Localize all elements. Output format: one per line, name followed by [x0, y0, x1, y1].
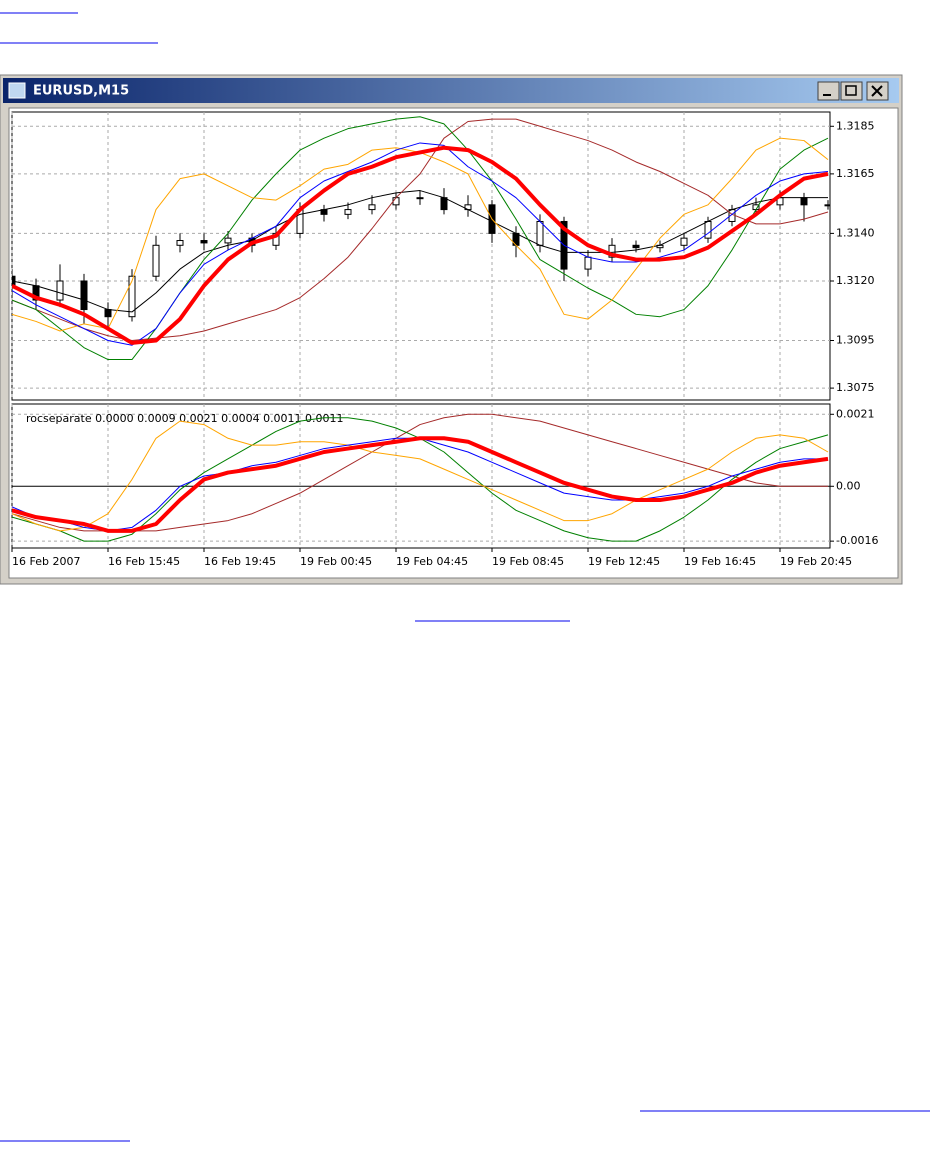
window-icon [8, 82, 26, 99]
indicator-line [12, 413, 828, 532]
series-group [12, 413, 829, 542]
y-tick-label: 1.3120 [836, 274, 875, 287]
series-group [12, 116, 830, 361]
candle-body [104, 309, 112, 318]
candle-body [440, 197, 448, 211]
candle-body [800, 197, 808, 206]
candle-body [536, 220, 544, 246]
candle-body [584, 256, 592, 270]
candle-body [392, 197, 400, 206]
y-tick-label: 0.00 [836, 479, 861, 492]
x-tick-label: 16 Feb 19:45 [204, 555, 276, 568]
indicator-line [12, 142, 829, 346]
indicator-line [12, 145, 829, 345]
chart-area [8, 107, 899, 579]
candle-body [608, 244, 616, 258]
candle-body [824, 204, 830, 207]
y-tick-label: 1.3165 [836, 167, 875, 180]
maximize-glyph [845, 85, 857, 96]
window-buttons [817, 81, 889, 101]
y-tick-label: 1.3185 [836, 119, 875, 132]
candle-body [344, 209, 352, 215]
x-tick-label: 19 Feb 20:45 [780, 555, 852, 568]
candle-body [704, 220, 712, 239]
y-tick-label: -0.0016 [836, 534, 878, 547]
candle-body [200, 240, 208, 244]
x-tick-label: 16 Feb 2007 [12, 555, 80, 568]
x-tick-label: 19 Feb 12:45 [588, 555, 660, 568]
y-tick-label: 1.3095 [836, 333, 875, 346]
candle-body [632, 244, 640, 249]
y-tick-label: 1.3140 [836, 226, 875, 239]
minimize-button[interactable] [817, 81, 840, 101]
candle-body [416, 197, 424, 200]
indicator-line [12, 436, 829, 533]
candle-body [128, 275, 136, 318]
close-glyph [871, 85, 883, 97]
x-tick-label: 16 Feb 15:45 [108, 555, 180, 568]
title-bar [3, 78, 899, 103]
y-tick-label: 1.3075 [836, 381, 875, 394]
candle-body [176, 240, 184, 246]
y-tick-label: 0.0021 [836, 407, 875, 420]
candle-body [368, 204, 376, 211]
x-tick-label: 19 Feb 00:45 [300, 555, 372, 568]
plot: 1.3185 1.3165 1.3140 1.3120 1.3095 1.3075 0.00… [11, 111, 878, 568]
x-tick-label: 19 Feb 08:45 [492, 555, 564, 568]
candle-body [680, 237, 688, 246]
candle-body [56, 280, 64, 301]
candle-body [224, 237, 232, 244]
candle-body [152, 244, 160, 277]
indicator-label: rocseparate 0.0000 0.0009 0.0021 0.0004 … [26, 412, 344, 425]
window-title: EURUSD,M15 [33, 84, 129, 99]
indicator-line [12, 116, 829, 361]
x-tick-label: 19 Feb 04:45 [396, 555, 468, 568]
maximize-button[interactable] [840, 81, 863, 101]
candle-body [80, 280, 88, 311]
indicator-line [12, 420, 829, 532]
indicator-line [12, 190, 828, 313]
x-tick-label: 19 Feb 16:45 [684, 555, 756, 568]
